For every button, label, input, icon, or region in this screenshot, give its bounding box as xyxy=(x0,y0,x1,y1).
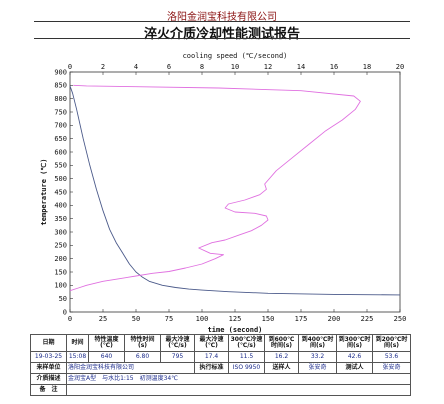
sender-value: 张安奇 xyxy=(298,362,337,374)
temperature-time-curve xyxy=(69,85,401,296)
tester-value: 张安奇 xyxy=(372,362,411,374)
y-tick-label: 300 xyxy=(54,228,67,236)
sender-label: 送样人 xyxy=(264,362,299,374)
y-axis-label: temperature (℃) xyxy=(40,159,48,226)
table-header-row: 日期 时间 特性温度(℃) 特性时间(s) 最大冷速(℃/s) 最大冷速(℃) … xyxy=(30,334,411,352)
x-bottom-tick-label: 150 xyxy=(262,315,275,323)
header-char-temp: 特性温度(℃) xyxy=(88,334,125,352)
value-time-400: 33.2 xyxy=(298,351,337,363)
y-tick-label: 500 xyxy=(54,175,67,183)
x-top-tick-label: 10 xyxy=(231,63,239,71)
x-bottom-tick-label: 0 xyxy=(68,315,72,323)
x-top-tick-label: 20 xyxy=(396,63,404,71)
notes-value xyxy=(66,384,411,396)
standard-value: ISO 9950 xyxy=(228,362,265,374)
header-max-rate: 最大冷速(℃/s) xyxy=(160,334,195,352)
value-max-rate: 795 xyxy=(160,351,195,363)
header-rate-300: 300℃冷速(℃/s) xyxy=(228,334,265,352)
y-tick-label: 450 xyxy=(54,188,67,196)
medium-label: 介质描述 xyxy=(30,373,67,385)
value-char-time: 6.80 xyxy=(124,351,161,363)
header-date: 日期 xyxy=(30,334,67,352)
y-tick-label: 750 xyxy=(54,108,67,116)
y-tick-label: 400 xyxy=(54,202,67,210)
y-tick-label: 900 xyxy=(54,68,67,76)
header-time-300: 到300℃时间(s) xyxy=(336,334,373,352)
value-char-temp: 640 xyxy=(88,351,125,363)
x-bottom-tick-label: 200 xyxy=(328,315,341,323)
value-time-300: 42.6 xyxy=(336,351,373,363)
header-max-rate-temp: 最大冷速(℃) xyxy=(194,334,229,352)
y-tick-label: 550 xyxy=(54,162,67,170)
value-rate-300: 11.5 xyxy=(228,351,265,363)
x-top-tick-label: 16 xyxy=(330,63,338,71)
x-bottom-tick-label: 25 xyxy=(99,315,107,323)
x-top-tick-label: 0 xyxy=(68,63,72,71)
x-bottom-tick-label: 175 xyxy=(295,315,308,323)
x-top-tick-label: 18 xyxy=(363,63,371,71)
header-char-time: 特性时间(s) xyxy=(124,334,161,352)
header-rule-top xyxy=(34,21,410,22)
x-top-axis-label: cooling speed (℃/second) xyxy=(183,52,288,60)
sample-unit-value: 洛阳金润宝科技有限公司 xyxy=(66,362,195,374)
x-top-tick-label: 4 xyxy=(134,63,138,71)
value-time: 15:08 xyxy=(66,351,89,363)
company-name: 洛阳金润宝科技有限公司 xyxy=(167,12,277,23)
table-medium-row: 介质描述 金润宝A型 与水比1:15 初测温度34℃ xyxy=(30,373,411,385)
y-tick-label: 0 xyxy=(63,308,67,316)
header-time-600: 到600℃时间(s) xyxy=(264,334,299,352)
notes-label: 备 注 xyxy=(30,384,67,396)
tester-label: 测试人 xyxy=(336,362,373,374)
y-tick-label: 850 xyxy=(54,82,67,90)
y-tick-label: 250 xyxy=(54,242,67,250)
y-tick-label: 50 xyxy=(59,295,67,303)
y-tick-label: 650 xyxy=(54,135,67,143)
y-tick-label: 150 xyxy=(54,268,67,276)
medium-value: 金润宝A型 与水比1:15 初测温度34℃ xyxy=(66,373,411,385)
x-bottom-tick-label: 125 xyxy=(229,315,242,323)
x-bottom-tick-label: 100 xyxy=(196,315,209,323)
plot-frame xyxy=(69,71,401,313)
x-bottom-tick-label: 75 xyxy=(165,315,173,323)
table-notes-row: 备 注 xyxy=(30,384,411,396)
x-top-tick-label: 6 xyxy=(167,63,171,71)
sample-unit-label: 来样单位 xyxy=(30,362,67,374)
standard-label: 执行标准 xyxy=(194,362,229,374)
y-tick-label: 800 xyxy=(54,95,67,103)
x-bottom-tick-label: 250 xyxy=(394,315,407,323)
y-tick-label: 350 xyxy=(54,215,67,223)
x-top-tick-label: 2 xyxy=(101,63,105,71)
value-max-rate-temp: 17.4 xyxy=(194,351,229,363)
x-top-tick-label: 12 xyxy=(264,63,272,71)
y-tick-label: 700 xyxy=(54,122,67,130)
header-time-200: 到200℃时间(s) xyxy=(372,334,411,352)
y-tick-label: 100 xyxy=(54,282,67,290)
x-bottom-tick-label: 50 xyxy=(132,315,140,323)
value-time-200: 53.6 xyxy=(372,351,411,363)
value-date: 19-03-25 xyxy=(30,351,67,363)
x-bottom-axis-label: time (second) xyxy=(208,326,263,334)
x-top-tick-label: 8 xyxy=(200,63,204,71)
x-bottom-tick-label: 225 xyxy=(361,315,374,323)
y-tick-label: 600 xyxy=(54,148,67,156)
header-time-400: 到400℃时间(s) xyxy=(298,334,337,352)
x-top-tick-label: 14 xyxy=(297,63,305,71)
table-values-row: 19-03-25 15:08 640 6.80 795 17.4 11.5 16… xyxy=(30,351,411,363)
header-time: 时间 xyxy=(66,334,89,352)
table-sample-row: 来样单位 洛阳金润宝科技有限公司 执行标准 ISO 9950 送样人 张安奇 测… xyxy=(30,362,411,374)
y-tick-label: 200 xyxy=(54,255,67,263)
header-rule-bottom xyxy=(34,38,410,39)
cooling-rate-curve xyxy=(69,84,361,292)
value-time-600: 16.2 xyxy=(264,351,299,363)
test-results-table: 日期 时间 特性温度(℃) 特性时间(s) 最大冷速(℃/s) 最大冷速(℃) … xyxy=(30,334,411,396)
